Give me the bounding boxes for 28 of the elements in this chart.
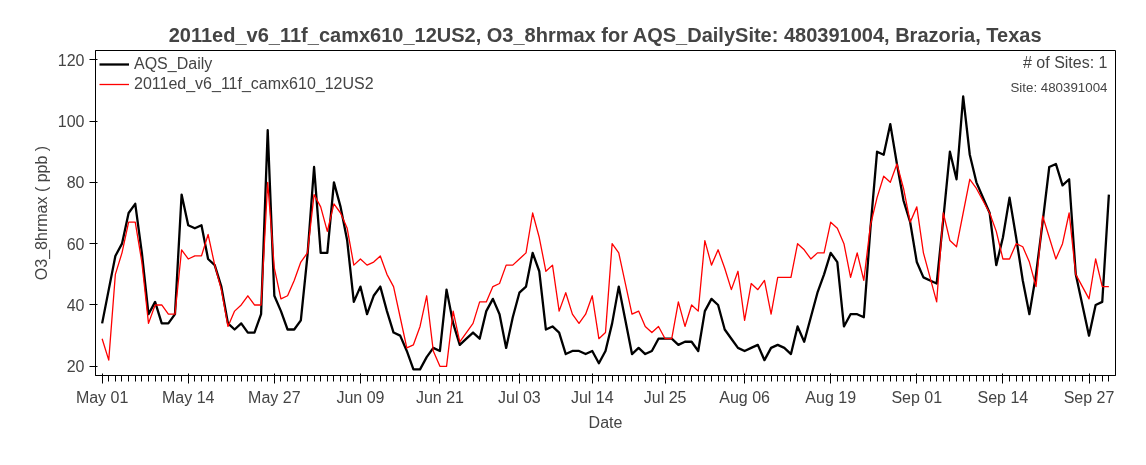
annotation: Site: 480391004 xyxy=(1010,79,1109,95)
y-tick-label: 120 xyxy=(57,51,85,69)
y-axis-title: O3_8hrmax ( ppb ) xyxy=(32,145,51,281)
x-tick-label: Jun 09 xyxy=(336,388,385,406)
x-tick-label: Sep 01 xyxy=(891,388,943,406)
x-tick-label: Jul 03 xyxy=(498,388,541,406)
legend-label: 2011ed_v6_11f_camx610_12US2 xyxy=(134,75,374,93)
x-tick-label: May 27 xyxy=(248,388,301,406)
y-tick-label: 100 xyxy=(57,113,85,131)
chart-title: 2011ed_v6_11f_camx610_12US2, O3_8hrmax for AQS_DailySite: 480391004, Brazoria, Texas xyxy=(168,23,1042,46)
x-tick-label: May 14 xyxy=(161,388,215,406)
legend-label: AQS_Daily xyxy=(134,55,213,73)
x-tick-label: Jul 14 xyxy=(570,388,614,406)
x-axis-title: Date xyxy=(588,413,623,431)
x-tick-label: Sep 27 xyxy=(1063,388,1115,406)
y-tick-label: 80 xyxy=(66,174,85,192)
x-tick-label: May 01 xyxy=(75,388,129,406)
line-series xyxy=(101,163,1110,367)
y-tick-label: 60 xyxy=(66,235,85,253)
x-tick-label: Sep 14 xyxy=(977,388,1029,406)
line-series xyxy=(100,95,1111,371)
x-tick-label: Aug 19 xyxy=(805,388,857,406)
annotation: # of Sites: 1 xyxy=(1023,53,1108,71)
x-tick-label: Jun 21 xyxy=(415,388,465,406)
x-tick-label: Jul 25 xyxy=(643,388,687,406)
y-tick-label: 20 xyxy=(66,358,85,376)
x-tick-label: Aug 06 xyxy=(719,388,771,406)
y-tick-label: 40 xyxy=(66,296,85,314)
